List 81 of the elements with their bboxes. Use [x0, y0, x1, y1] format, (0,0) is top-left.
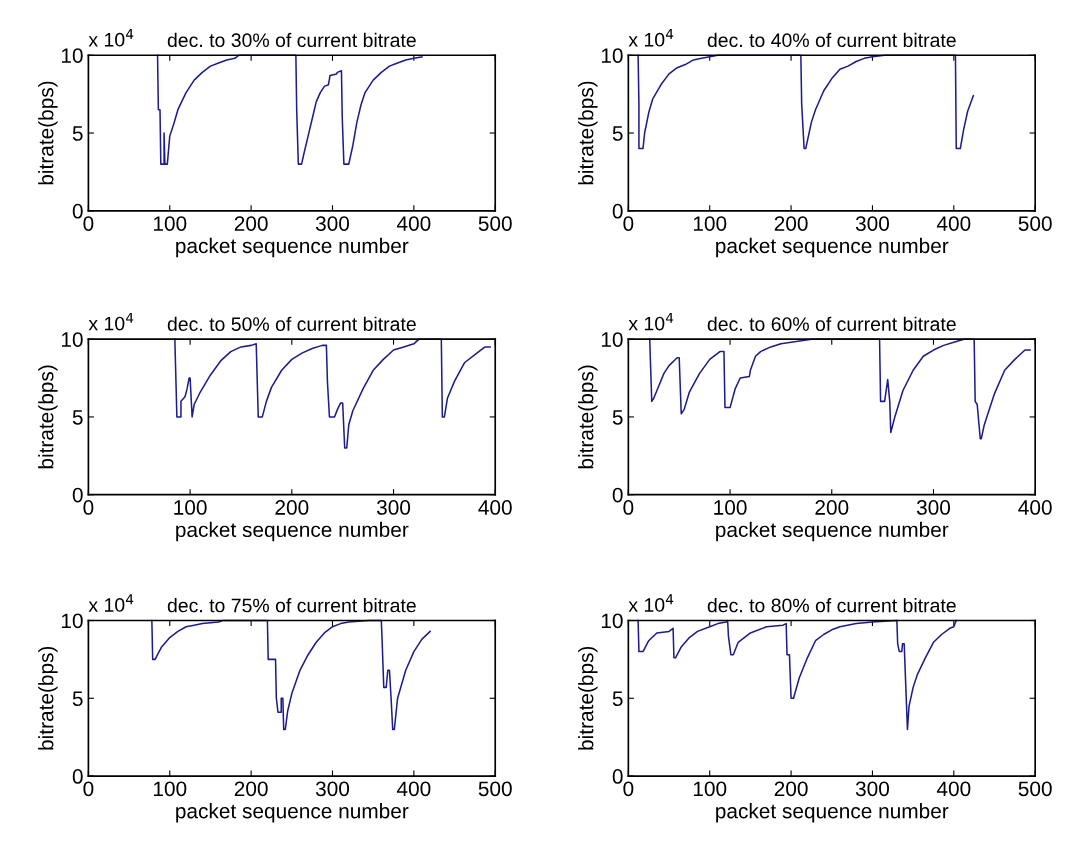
y-tick-label: 10 — [601, 48, 623, 63]
y-tick-label: 10 — [61, 48, 83, 63]
text: x 10$^{4}$ — [88, 29, 134, 47]
text: x 10$^{4}$ — [88, 312, 134, 331]
x-tick-label: 400 — [1018, 500, 1052, 515]
x-tick-label: 0 — [623, 500, 634, 515]
x-tick-label: 0 — [623, 216, 634, 231]
line-series — [156, 54, 423, 165]
x-tick-label: 0 — [83, 781, 94, 797]
text: x 10$^{4}$ — [88, 594, 134, 612]
x-tick-label: 200 — [815, 500, 849, 515]
x-tick-label: 200 — [234, 216, 268, 231]
y-tick-label: 5 — [72, 126, 83, 141]
y-tick-label: 5 — [612, 126, 623, 141]
y-axis-title: bitrate(bps) — [578, 365, 598, 469]
y-tick-label: 0 — [72, 203, 83, 219]
y-tick-label: 0 — [72, 769, 83, 784]
y-tick-label: 0 — [612, 769, 623, 784]
x-tick-label: 400 — [936, 216, 971, 231]
y-axis-title: bitrate(bps) — [578, 646, 598, 750]
line-series — [174, 338, 491, 449]
x-tick-label: 300 — [855, 216, 890, 231]
x-tick-label: 400 — [396, 216, 431, 231]
y-tick-label: 5 — [612, 691, 623, 707]
x-tick-label: 0 — [623, 781, 634, 797]
y-axis-title: bitrate(bps) — [38, 81, 58, 185]
y-axis-title: bitrate(bps) — [38, 646, 58, 750]
x-axis-title: packet sequence number — [716, 803, 949, 823]
x-tick-label: 400 — [478, 500, 512, 515]
x-tick-label: 100 — [174, 500, 207, 515]
y-tick-label: 0 — [72, 487, 83, 503]
x-tick-label: 0 — [83, 500, 94, 515]
x-tick-label: 300 — [916, 500, 951, 515]
chart-title: dec. to 80% of current bitrate — [707, 598, 956, 613]
x-tick-label: 300 — [315, 216, 350, 231]
y-tick-label: 5 — [72, 410, 83, 425]
x-tick-label: 100 — [693, 781, 727, 797]
x-tick-label: 500 — [1018, 216, 1052, 231]
chart-title: dec. to 50% of current bitrate — [167, 316, 416, 332]
y-tick-label: 0 — [612, 487, 623, 503]
x-tick-label: 100 — [714, 500, 747, 515]
chart-title: dec. to 40% of current bitrate — [707, 32, 956, 48]
y-tick-label: 0 — [612, 203, 623, 219]
text: x 10$^{4}$ — [628, 594, 674, 612]
text: x 10$^{4}$ — [628, 312, 674, 331]
chart-title: dec. to 75% of current bitrate — [167, 598, 416, 613]
y-tick-label: 5 — [72, 691, 83, 707]
y-axis-title: bitrate(bps) — [578, 81, 598, 185]
x-tick-label: 100 — [153, 216, 187, 231]
y-axis-title: bitrate(bps) — [38, 365, 58, 469]
x-tick-label: 200 — [275, 500, 309, 515]
x-tick-label: 400 — [396, 781, 431, 797]
y-tick-label: 10 — [601, 613, 623, 629]
line-series — [637, 619, 958, 731]
x-tick-label: 100 — [693, 216, 727, 231]
x-tick-label: 300 — [855, 781, 890, 797]
x-tick-label: 300 — [376, 500, 411, 515]
x-tick-label: 200 — [234, 781, 268, 797]
line-series — [648, 338, 1031, 440]
x-tick-label: 200 — [774, 781, 808, 797]
x-axis-title: packet sequence number — [176, 803, 409, 823]
x-tick-label: 100 — [153, 781, 187, 797]
x-tick-label: 500 — [478, 216, 512, 231]
chart-title: dec. to 60% of current bitrate — [707, 316, 956, 332]
y-tick-label: 10 — [61, 613, 83, 629]
x-tick-label: 400 — [936, 781, 971, 797]
x-tick-label: 200 — [774, 216, 808, 231]
y-tick-label: 10 — [61, 332, 83, 347]
x-axis-title: packet sequence number — [176, 521, 409, 542]
line-series — [151, 619, 431, 731]
y-tick-label: 5 — [612, 410, 623, 425]
x-tick-label: 500 — [478, 781, 512, 797]
chart-title: dec. to 30% of current bitrate — [167, 32, 416, 48]
text: x 10$^{4}$ — [628, 29, 674, 47]
x-axis-title: packet sequence number — [176, 237, 409, 258]
y-tick-label: 10 — [601, 332, 623, 347]
x-axis-title: packet sequence number — [716, 521, 949, 542]
x-axis-title: packet sequence number — [716, 237, 949, 258]
x-tick-label: 0 — [83, 216, 94, 231]
x-tick-label: 300 — [315, 781, 350, 797]
x-tick-label: 500 — [1018, 781, 1052, 797]
